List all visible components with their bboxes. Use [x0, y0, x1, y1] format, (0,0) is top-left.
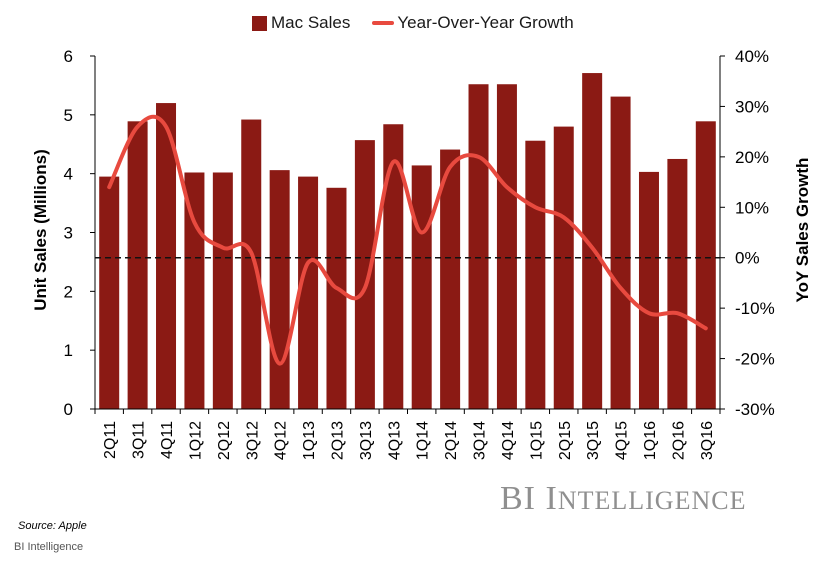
credit-note: BI Intelligence — [14, 541, 84, 553]
yoy-point-2Q14 — [448, 165, 452, 169]
legend-label-mac-sales: Mac Sales — [271, 13, 351, 32]
y-tick-label-right: 20% — [735, 148, 769, 167]
yoy-point-3Q16 — [704, 326, 708, 330]
y-tick-label-left: 5 — [64, 106, 73, 125]
legend-swatch-yoy-growth — [372, 21, 395, 25]
yoy-point-4Q14 — [505, 185, 509, 189]
yoy-point-4Q15 — [619, 286, 623, 290]
legend-swatch-mac-sales — [252, 15, 267, 31]
x-tick-label-2Q15: 2Q15 — [557, 421, 574, 460]
y-tick-label-right: 10% — [735, 198, 769, 217]
bar-3Q14 — [468, 84, 489, 410]
x-tick-label-4Q15: 4Q15 — [614, 421, 631, 460]
yoy-point-4Q12 — [278, 362, 282, 366]
y-tick-label-left: 0 — [64, 400, 73, 419]
legend-item-mac-sales: Mac Sales — [252, 13, 350, 33]
watermark-logo: BI INTELLIGENCE — [500, 480, 747, 517]
bar-4Q11 — [156, 103, 177, 410]
x-tick-label-4Q12: 4Q12 — [273, 421, 290, 460]
y-axis-label-left: Unit Sales (Millions) — [31, 149, 50, 311]
y-tick-label-right: -30% — [735, 400, 775, 419]
bar-4Q13 — [383, 124, 404, 409]
x-tick-label-1Q12: 1Q12 — [187, 421, 204, 460]
yoy-point-2Q11 — [107, 185, 111, 189]
yoy-point-1Q16 — [647, 311, 651, 315]
bar-2Q16 — [667, 158, 688, 409]
x-tick-label-4Q13: 4Q13 — [386, 421, 403, 460]
bar-3Q13 — [354, 140, 375, 410]
y-tick-label-left: 2 — [64, 282, 73, 301]
y-tick-label-left: 4 — [64, 165, 73, 184]
legend-item-yoy-growth: Year-Over-Year Growth — [372, 13, 574, 33]
x-tick-label-2Q12: 2Q12 — [216, 421, 233, 460]
x-tick-label-1Q13: 1Q13 — [301, 421, 318, 460]
bar-2Q15 — [553, 126, 574, 409]
yoy-point-3Q11 — [136, 125, 140, 129]
source-note: Source: Apple — [18, 520, 87, 532]
y-tick-label-right: -20% — [735, 350, 775, 369]
x-tick-label-3Q13: 3Q13 — [358, 421, 375, 460]
x-tick-label-1Q15: 1Q15 — [528, 421, 545, 460]
y-tick-label-left: 6 — [64, 47, 73, 66]
y-tick-label-left: 3 — [64, 224, 73, 243]
bar-1Q15 — [525, 140, 546, 409]
legend-label-yoy-growth: Year-Over-Year Growth — [397, 13, 574, 32]
x-tick-label-4Q14: 4Q14 — [500, 421, 517, 460]
x-tick-label-3Q15: 3Q15 — [585, 421, 602, 460]
bar-1Q16 — [638, 171, 659, 409]
y-tick-label-right: 0% — [735, 249, 760, 268]
bar-2Q13 — [326, 187, 347, 409]
x-tick-label-2Q16: 2Q16 — [670, 421, 687, 460]
yoy-point-1Q13 — [306, 261, 310, 265]
yoy-point-3Q14 — [477, 155, 481, 159]
x-tick-label-3Q16: 3Q16 — [699, 421, 716, 460]
yoy-point-2Q13 — [334, 286, 338, 290]
bar-2Q12 — [212, 172, 233, 409]
yoy-point-3Q13 — [363, 286, 367, 290]
y-tick-label-right: -10% — [735, 299, 775, 318]
x-tick-label-3Q12: 3Q12 — [244, 421, 261, 460]
y-axis-label-right: YoY Sales Growth — [793, 157, 812, 303]
x-tick-label-1Q16: 1Q16 — [642, 421, 659, 460]
y-tick-label-left: 1 — [64, 341, 73, 360]
bar-1Q14 — [411, 165, 432, 409]
bar-3Q12 — [241, 119, 262, 409]
yoy-point-2Q16 — [675, 311, 679, 315]
yoy-point-1Q14 — [420, 231, 424, 235]
y-tick-label-right: 40% — [735, 47, 769, 66]
bar-4Q14 — [496, 84, 517, 410]
bar-3Q11 — [127, 121, 148, 410]
x-tick-label-3Q11: 3Q11 — [131, 421, 148, 459]
bar-4Q15 — [610, 96, 631, 409]
x-tick-label-3Q14: 3Q14 — [472, 421, 489, 460]
yoy-point-4Q11 — [164, 125, 168, 129]
bar-1Q13 — [298, 176, 319, 409]
bar-4Q12 — [269, 170, 290, 409]
bar-2Q11 — [99, 176, 120, 409]
x-tick-label-4Q11: 4Q11 — [159, 421, 176, 459]
yoy-growth-line — [107, 114, 708, 366]
yoy-point-2Q12 — [221, 246, 225, 250]
y-tick-label-right: 30% — [735, 97, 769, 116]
yoy-point-2Q15 — [562, 215, 566, 219]
x-tick-label-2Q14: 2Q14 — [443, 421, 460, 460]
x-tick-label-2Q13: 2Q13 — [329, 421, 346, 460]
yoy-point-1Q15 — [533, 205, 537, 209]
legend: Mac Sales Year-Over-Year Growth — [252, 12, 596, 34]
bar-2Q14 — [440, 149, 461, 410]
yoy-point-4Q13 — [391, 160, 395, 164]
yoy-point-1Q12 — [192, 220, 196, 224]
x-tick-label-1Q14: 1Q14 — [415, 421, 432, 460]
x-tick-label-2Q11: 2Q11 — [102, 421, 119, 459]
yoy-point-3Q12 — [249, 251, 253, 255]
bar-3Q16 — [695, 121, 716, 410]
yoy-point-3Q15 — [590, 246, 594, 250]
bar-3Q15 — [582, 73, 603, 409]
